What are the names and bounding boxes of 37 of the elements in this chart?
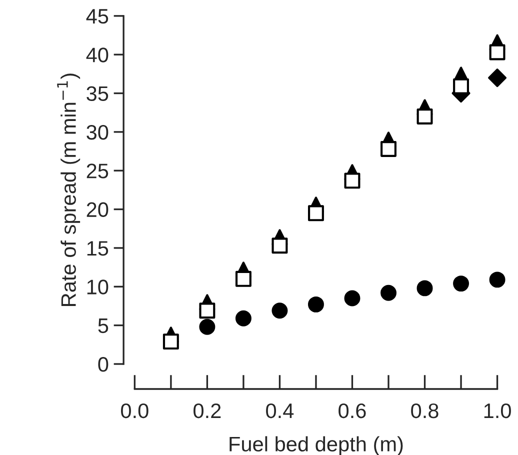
y-tick-label: 10 — [87, 280, 108, 294]
point — [489, 272, 506, 288]
point — [416, 280, 433, 296]
y-tick-label: 35 — [86, 86, 108, 102]
point — [489, 44, 506, 60]
point — [199, 302, 216, 319]
point — [380, 140, 396, 157]
point — [416, 108, 433, 124]
point — [308, 205, 324, 222]
point — [453, 78, 470, 94]
point — [488, 68, 507, 88]
x-tick-label: 0.2 — [194, 403, 221, 418]
y-tick-label: 0 — [98, 357, 108, 372]
point — [162, 334, 179, 350]
y-axis-title: Rate of spread (m min$^{−1}$) — [57, 74, 80, 306]
y-tick-label: 45 — [86, 9, 108, 24]
point — [235, 270, 252, 287]
y-tick-label: 40 — [86, 48, 108, 62]
x-tick-label: 1.0 — [484, 403, 511, 418]
x-tick-label: 0.6 — [338, 403, 366, 418]
y-tick-label: 20 — [86, 202, 108, 218]
x-tick-label: 0.8 — [411, 403, 438, 418]
y-tick-label: 15 — [87, 241, 108, 256]
point — [344, 290, 360, 306]
point — [344, 172, 360, 189]
x-tick-label: 0.4 — [266, 403, 294, 418]
point — [308, 296, 324, 312]
y-tick-label: 30 — [86, 124, 108, 140]
y-tick-label: 5 — [98, 318, 108, 334]
point — [272, 238, 288, 254]
point — [380, 284, 396, 301]
x-tick-label: 0.0 — [121, 403, 148, 418]
point — [235, 310, 252, 326]
y-tick-label: 25 — [86, 164, 108, 178]
point — [453, 276, 470, 292]
point — [199, 318, 216, 335]
point — [272, 302, 288, 319]
